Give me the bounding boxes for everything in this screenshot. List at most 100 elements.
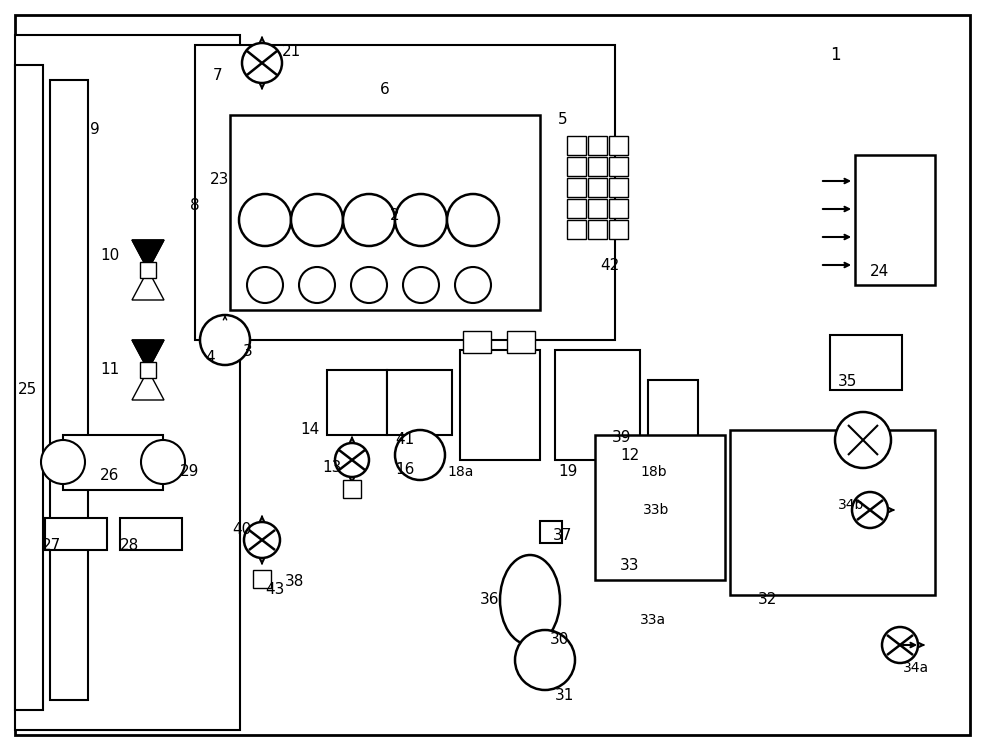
Circle shape: [447, 194, 499, 246]
Text: 14: 14: [300, 423, 319, 438]
Bar: [63, 435, 163, 490]
Circle shape: [141, 440, 185, 484]
Text: 40: 40: [232, 523, 251, 538]
Text: 1: 1: [830, 46, 841, 64]
Text: 33b: 33b: [643, 503, 669, 517]
Bar: [567, 157, 586, 176]
Bar: [15, 35, 240, 730]
Text: 38: 38: [285, 575, 304, 590]
Bar: [648, 380, 698, 460]
Text: 8: 8: [190, 198, 200, 213]
Text: 6: 6: [380, 83, 390, 98]
Text: 13: 13: [322, 460, 341, 475]
Circle shape: [351, 267, 387, 303]
Text: 29: 29: [180, 465, 199, 479]
Text: 24: 24: [870, 264, 889, 279]
Bar: [15, 65, 43, 710]
Circle shape: [515, 630, 575, 690]
Bar: [555, 350, 640, 460]
Circle shape: [335, 443, 369, 477]
Text: 9: 9: [90, 122, 100, 137]
Bar: [463, 331, 491, 353]
Text: 10: 10: [100, 248, 119, 263]
Text: 39: 39: [612, 430, 632, 445]
Circle shape: [200, 315, 250, 365]
Bar: [195, 45, 615, 340]
Circle shape: [343, 194, 395, 246]
Bar: [50, 80, 88, 700]
Bar: [140, 362, 156, 378]
Bar: [567, 199, 586, 218]
Text: 18a: 18a: [447, 465, 473, 479]
Ellipse shape: [500, 555, 560, 645]
Circle shape: [41, 440, 85, 484]
Bar: [540, 521, 562, 543]
Circle shape: [455, 267, 491, 303]
Bar: [588, 199, 607, 218]
Bar: [855, 155, 935, 285]
Bar: [588, 178, 607, 197]
Circle shape: [299, 267, 335, 303]
Bar: [609, 220, 628, 239]
Text: 2: 2: [390, 207, 400, 222]
Bar: [253, 570, 271, 588]
Text: 16: 16: [395, 463, 414, 478]
Bar: [595, 435, 725, 580]
Text: 42: 42: [600, 258, 619, 273]
Circle shape: [242, 43, 282, 83]
Text: 36: 36: [480, 593, 500, 608]
Bar: [120, 518, 182, 550]
Bar: [830, 335, 902, 390]
Bar: [588, 157, 607, 176]
Text: 11: 11: [100, 363, 119, 378]
Bar: [609, 178, 628, 197]
Bar: [343, 480, 361, 498]
Polygon shape: [132, 370, 164, 400]
Text: 35: 35: [838, 375, 857, 390]
Polygon shape: [132, 270, 164, 300]
Bar: [567, 136, 586, 155]
Bar: [140, 262, 156, 278]
Text: 33a: 33a: [640, 613, 666, 627]
Polygon shape: [132, 270, 164, 300]
Polygon shape: [132, 340, 164, 370]
Text: 5: 5: [558, 113, 568, 128]
Circle shape: [291, 194, 343, 246]
Polygon shape: [132, 340, 164, 370]
Circle shape: [395, 194, 447, 246]
Text: 26: 26: [100, 468, 119, 482]
Bar: [609, 157, 628, 176]
Text: 12: 12: [620, 448, 639, 463]
Text: 28: 28: [120, 538, 139, 553]
Bar: [588, 136, 607, 155]
Bar: [609, 136, 628, 155]
Bar: [460, 350, 540, 460]
Polygon shape: [132, 370, 164, 400]
Text: 23: 23: [210, 173, 229, 188]
Text: 30: 30: [550, 632, 569, 647]
Circle shape: [835, 412, 891, 468]
Text: 37: 37: [553, 527, 572, 542]
Polygon shape: [132, 240, 164, 270]
Text: 19: 19: [558, 465, 577, 479]
Text: 34b: 34b: [838, 498, 864, 512]
Bar: [609, 199, 628, 218]
Circle shape: [852, 492, 888, 528]
Bar: [567, 178, 586, 197]
Text: 7: 7: [213, 68, 223, 83]
Polygon shape: [132, 240, 164, 270]
Text: 43: 43: [265, 583, 284, 598]
Text: 4: 4: [205, 351, 215, 366]
Text: 31: 31: [555, 687, 574, 702]
Bar: [387, 370, 452, 435]
Circle shape: [239, 194, 291, 246]
Text: 25: 25: [18, 382, 37, 397]
Circle shape: [403, 267, 439, 303]
Text: 41: 41: [395, 433, 414, 448]
Text: 27: 27: [42, 538, 61, 553]
Circle shape: [247, 267, 283, 303]
Text: 3: 3: [243, 345, 253, 360]
Bar: [730, 430, 935, 595]
Bar: [507, 331, 535, 353]
Bar: [327, 370, 387, 435]
